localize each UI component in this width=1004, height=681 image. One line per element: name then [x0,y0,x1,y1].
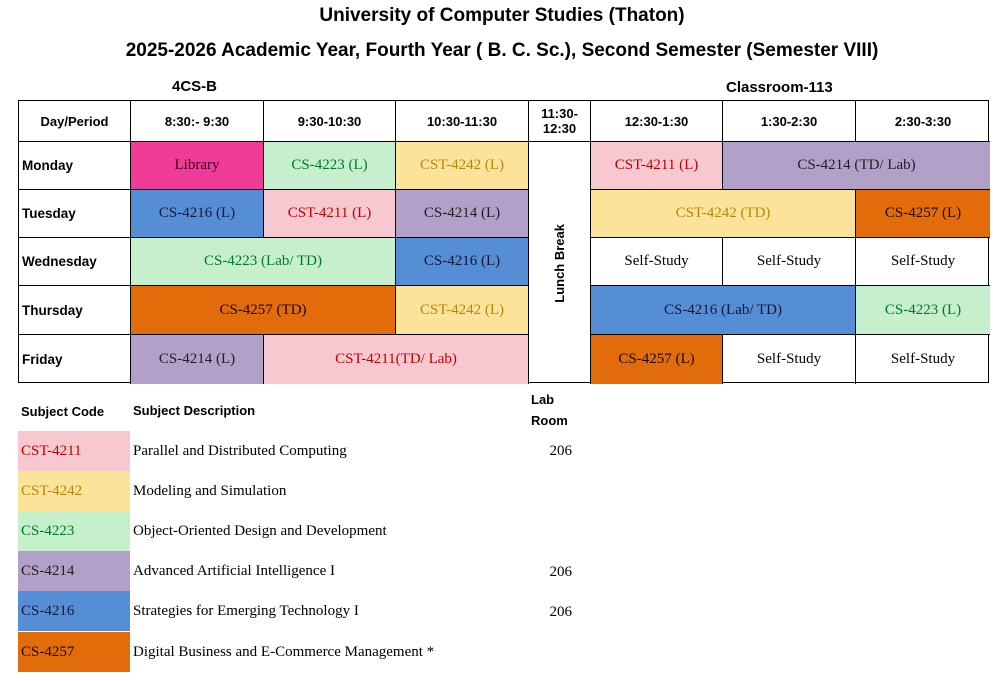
legend-description: Advanced Artificial Intelligence I [133,563,335,579]
legend-lab-header: Lab [531,392,555,407]
class-slot: CS-4216 (Lab/ TD) [591,286,856,335]
legend-code-swatch: CS-4257 [18,632,130,672]
class-slot: Self-Study [723,238,856,286]
legend-code-swatch: CS-4216 [18,591,130,631]
day-label: Thursday [19,286,131,335]
day-label: Tuesday [19,190,131,238]
class-slot: CS-4223 (L) [264,142,396,190]
legend-description: Modeling and Simulation [133,483,287,499]
legend-code-swatch: CS-4223 [18,511,130,551]
legend-room-header: Room [531,413,568,428]
class-slot: CS-4216 (L) [131,190,264,238]
lunch-break-cell: Lunch Break [529,142,591,384]
page-title: University of Computer Studies (Thaton) [319,5,685,26]
class-slot: CST-4211(TD/ Lab) [264,335,529,384]
class-slot: CST-4242 (L) [396,142,529,190]
class-slot: CS-4214 (TD/ Lab) [723,142,990,190]
day-label: Monday [19,142,131,190]
class-slot: Self-Study [591,238,723,286]
period-header: 9:30-10:30 [264,101,396,142]
class-slot: CST-4242 (L) [396,286,529,335]
class-slot: CST-4211 (L) [264,190,396,238]
page-subtitle: 2025-2026 Academic Year, Fourth Year ( B… [125,40,879,61]
legend-description: Digital Business and E-Commerce Manageme… [133,644,435,660]
class-slot: Self-Study [723,335,856,384]
legend-code-header: Subject Code [21,404,105,419]
period-header: 11:30-12:30 [529,101,591,142]
class-slot: CS-4257 (L) [856,190,990,238]
class-slot: CS-4257 (TD) [131,286,396,335]
class-slot: CS-4223 (Lab/ TD) [131,238,396,286]
class-slot: Self-Study [890,351,956,367]
class-slot: CS-4214 (L) [396,190,529,238]
legend-description: Parallel and Distributed Computing [133,443,347,459]
legend-room: 206 [549,443,573,459]
legend-code-swatch: CST-4242 [18,471,130,511]
class-slot: Library [131,142,264,190]
period-header: 12:30-1:30 [591,101,723,142]
class-slot: CS-4223 (L) [856,286,990,335]
legend-description: Strategies for Emerging Technology I [133,603,359,619]
class-slot: Self-Study [856,238,990,286]
class-slot: CST-4242 (TD) [591,190,856,238]
period-header: 2:30-3:30 [856,101,990,142]
period-header: 8:30:- 9:30 [131,101,264,142]
class-slot: CST-4211 (L) [591,142,723,190]
class-slot: CS-4257 (L) [591,335,723,384]
day-label: Friday [19,335,131,384]
period-header: 1:30-2:30 [723,101,856,142]
day-label: Wednesday [19,238,131,286]
legend-desc-header: Subject Description [133,403,256,418]
period-header: 10:30-11:30 [396,101,529,142]
timetable-grid: Day/Period 8:30:- 9:30 9:30-10:30 10:30-… [18,100,990,384]
legend-description: Object-Oriented Design and Development [133,523,387,539]
legend-room: 206 [549,604,573,620]
legend-room: 206 [549,564,573,580]
legend-code-swatch: CST-4211 [18,431,130,471]
section-label: 4CS-B [172,78,218,95]
lunch-break-label: Lunch Break [552,223,567,303]
corner-header: Day/Period [19,101,131,142]
class-slot: CS-4216 (L) [396,238,529,286]
legend-code-swatch: CS-4214 [18,551,130,591]
class-slot: CS-4214 (L) [131,335,264,384]
classroom-label: Classroom-113 [726,79,833,96]
